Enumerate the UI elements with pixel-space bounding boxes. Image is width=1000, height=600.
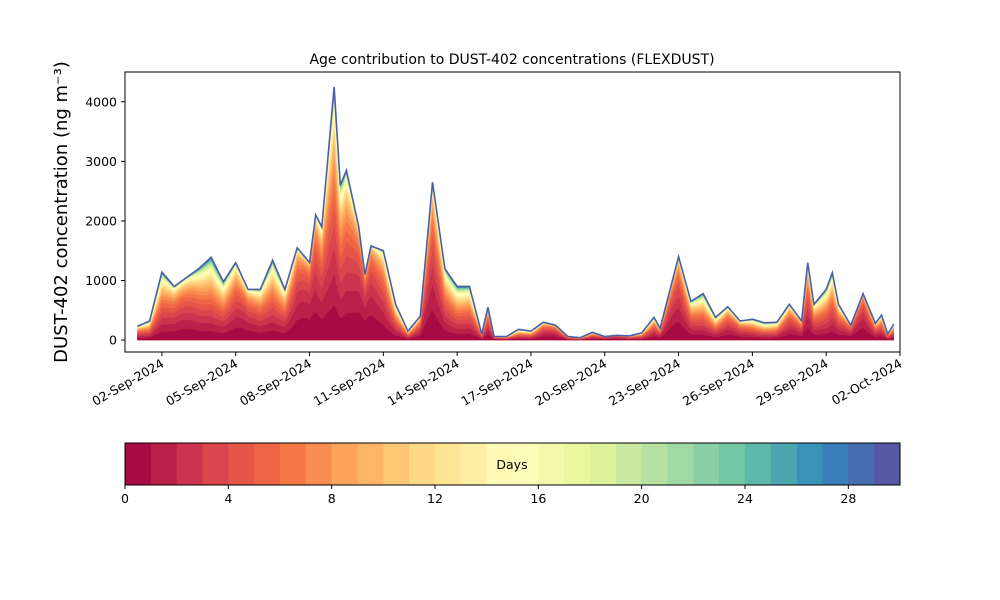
- colorbar-bin: [719, 443, 746, 485]
- colorbar-tick-label: 0: [121, 491, 129, 506]
- x-axis: 02-Sep-202405-Sep-202408-Sep-202411-Sep-…: [89, 352, 905, 409]
- colorbar-bin: [460, 443, 487, 485]
- y-tick-label: 4000: [85, 94, 117, 109]
- stacked-age-areas: [136, 86, 895, 341]
- colorbar-bin: [590, 443, 617, 485]
- colorbar-bin: [202, 443, 229, 485]
- y-tick-label: 3000: [85, 154, 117, 169]
- colorbar-bin: [176, 443, 203, 485]
- colorbar-bin: [125, 443, 152, 485]
- colorbar-frame: [124, 442, 901, 486]
- colorbar-bin: [357, 443, 384, 485]
- colorbar-bin: [745, 443, 772, 485]
- colorbar-bin: [667, 443, 694, 485]
- age-band-0-1-days: [137, 304, 894, 341]
- colorbar-bin: [331, 443, 358, 485]
- colorbar-bin: [770, 443, 797, 485]
- colorbar-tick-label: 12: [427, 491, 443, 506]
- x-tick-label: 08-Sep-2024: [237, 356, 314, 409]
- colorbar-bin: [150, 443, 177, 485]
- y-tick-label: 1000: [85, 273, 117, 288]
- colorbar-bin: [228, 443, 255, 485]
- colorbar-bin: [564, 443, 591, 485]
- colorbar-bin: [486, 443, 513, 485]
- x-tick-label: 29-Sep-2024: [754, 356, 831, 409]
- colorbar-bin: [435, 443, 462, 485]
- x-tick-label: 05-Sep-2024: [163, 356, 240, 409]
- colorbar-bin: [280, 443, 307, 485]
- x-tick-label: 14-Sep-2024: [385, 356, 462, 409]
- x-tick-label: 17-Sep-2024: [458, 356, 535, 409]
- colorbar-tick-label: 28: [840, 491, 856, 506]
- colorbar-bin: [305, 443, 332, 485]
- colorbar: 0 4 8 12 16 20 24 28: [121, 442, 901, 506]
- colorbar-label: Days: [496, 457, 527, 472]
- colorbar-tick-label: 24: [737, 491, 753, 506]
- plot-frame: [124, 71, 901, 353]
- x-tick-label: 02-Sep-2024: [89, 356, 166, 409]
- colorbar-bin: [693, 443, 720, 485]
- y-axis: 0 1000 2000 3000 4000: [85, 94, 125, 348]
- colorbar-bin: [796, 443, 823, 485]
- colorbar-bin: [641, 443, 668, 485]
- colorbar-tick-label: 16: [530, 491, 546, 506]
- colorbar-tick-label: 20: [634, 491, 650, 506]
- colorbar-bin: [383, 443, 410, 485]
- x-tick-label: 11-Sep-2024: [311, 356, 388, 409]
- x-tick-label: 26-Sep-2024: [680, 356, 757, 409]
- x-tick-label: 20-Sep-2024: [532, 356, 609, 409]
- colorbar-tick-label: 8: [328, 491, 336, 506]
- colorbar-bin: [538, 443, 565, 485]
- colorbar-bin: [615, 443, 642, 485]
- colorbar-bin: [874, 443, 901, 485]
- colorbar-tick-label: 4: [224, 491, 232, 506]
- colorbar-bin: [848, 443, 875, 485]
- y-tick-label: 2000: [85, 213, 117, 228]
- colorbar-bin: [822, 443, 849, 485]
- x-tick-label: 02-Oct-2024: [829, 356, 905, 408]
- total-concentration-line: [136, 86, 895, 339]
- colorbar-bin: [254, 443, 281, 485]
- x-tick-label: 23-Sep-2024: [606, 356, 683, 409]
- y-tick-label: 0: [109, 333, 117, 348]
- colorbar-bin: [512, 443, 539, 485]
- y-axis-label: DUST-402 concentration (ng m⁻³): [51, 61, 72, 363]
- colorbar-bin: [409, 443, 436, 485]
- chart-title: Age contribution to DUST-402 concentrati…: [309, 52, 714, 68]
